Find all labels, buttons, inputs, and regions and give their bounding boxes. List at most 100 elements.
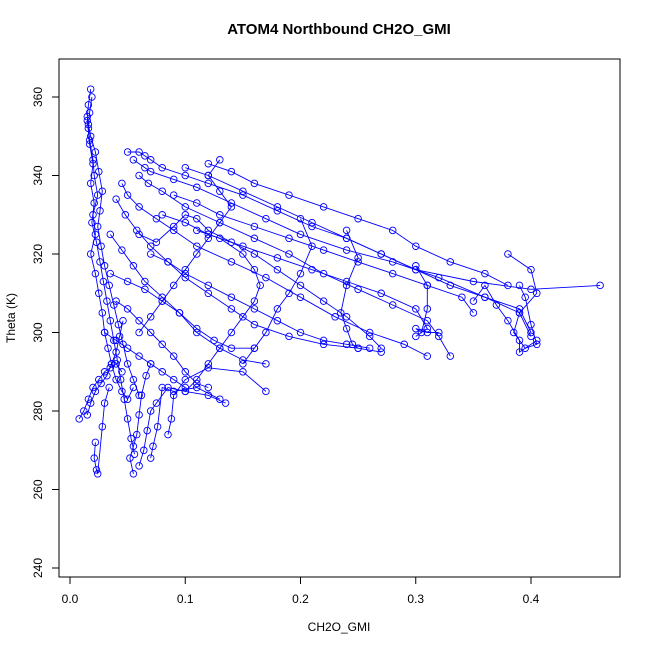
data-point (116, 375, 125, 384)
data-point (521, 344, 529, 352)
data-point (106, 316, 115, 325)
data-point (158, 383, 166, 392)
y-axis-label: Theta (K) (4, 293, 18, 343)
data-point (98, 309, 107, 317)
data-point (83, 112, 92, 121)
data-point (210, 336, 218, 345)
data-point (262, 328, 270, 337)
data-point (100, 262, 109, 270)
data-point (527, 265, 535, 274)
data-point (319, 269, 328, 278)
data-point (100, 328, 109, 337)
data-point (388, 258, 397, 266)
data-point (250, 222, 259, 231)
y-tick-label: 240 (31, 558, 45, 578)
data-point (86, 85, 95, 93)
data-point (227, 305, 236, 313)
data-point (273, 203, 282, 211)
y-tick-label: 260 (31, 479, 45, 499)
data-point (527, 320, 535, 329)
data-point (250, 250, 259, 258)
x-tick-label: 0.0 (62, 592, 79, 606)
data-point (141, 152, 149, 160)
data-point (250, 320, 259, 329)
data-point (527, 285, 535, 294)
data-point (123, 191, 132, 199)
data-point (250, 344, 259, 352)
data-point (354, 285, 362, 294)
data-point (158, 297, 166, 305)
data-point (141, 277, 149, 286)
data-point (348, 340, 357, 349)
data-point (204, 226, 213, 235)
data-point (412, 242, 420, 250)
data-point (204, 179, 213, 188)
data-point (365, 332, 374, 341)
data-point (273, 254, 282, 262)
data-point (90, 171, 98, 180)
series-line (86, 120, 135, 455)
data-point (91, 387, 100, 396)
data-point (106, 230, 115, 239)
data-point (104, 344, 112, 352)
data-point (96, 258, 104, 266)
series-line (150, 253, 370, 349)
data-point (204, 281, 213, 290)
data-point (527, 328, 535, 337)
data-point (167, 415, 176, 423)
data-point (95, 167, 103, 176)
data-point (296, 293, 305, 301)
data-point (123, 360, 132, 368)
data-point (181, 171, 190, 180)
data-point (204, 159, 213, 168)
series-line (340, 230, 359, 349)
data-point (146, 156, 155, 164)
data-point (153, 422, 162, 431)
data-point (250, 234, 259, 243)
data-point (342, 340, 351, 349)
data-point (146, 360, 155, 368)
data-point (337, 309, 345, 317)
data-point (527, 332, 535, 341)
data-point (146, 242, 155, 250)
data-point (204, 360, 213, 368)
data-point (152, 399, 161, 407)
data-point (158, 368, 166, 376)
data-point (121, 211, 130, 219)
data-point (319, 246, 328, 254)
data-point (193, 383, 201, 392)
data-point (308, 222, 316, 231)
data-point (129, 470, 138, 478)
data-point (481, 293, 489, 301)
data-point (169, 391, 178, 400)
data-point (319, 297, 328, 305)
data-point (193, 226, 201, 235)
data-point (533, 336, 541, 345)
data-point (149, 442, 157, 451)
data-point (515, 336, 524, 345)
data-point (492, 301, 501, 309)
data-point (216, 344, 224, 352)
data-point (110, 336, 118, 345)
data-point (239, 368, 247, 376)
data-point (400, 340, 408, 349)
data-point (103, 371, 111, 380)
series-line (133, 159, 532, 337)
data-point (90, 199, 98, 207)
data-point (118, 179, 126, 188)
data-point (417, 328, 426, 337)
data-point (135, 316, 143, 325)
data-point (193, 183, 201, 192)
data-point (342, 226, 351, 235)
data-point (141, 163, 149, 172)
data-point (239, 250, 247, 258)
data-point (164, 430, 172, 439)
data-point (239, 360, 247, 368)
data-point (90, 454, 98, 462)
data-point (262, 273, 270, 282)
data-point (423, 305, 432, 313)
data-point (158, 211, 166, 219)
data-point (86, 132, 95, 141)
data-point (146, 313, 155, 321)
data-point (96, 207, 104, 215)
